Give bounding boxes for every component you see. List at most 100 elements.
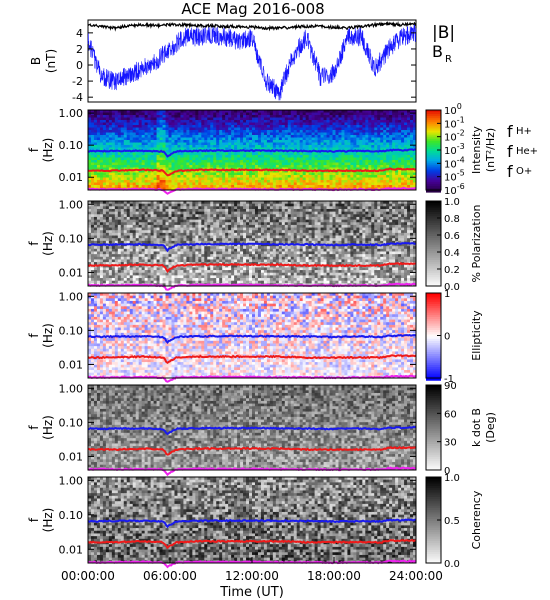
heatmap-cell <box>380 162 384 166</box>
heatmap-cell <box>305 112 310 116</box>
heatmap-cell <box>228 130 232 133</box>
heatmap-cell <box>117 175 122 178</box>
heatmap-cell <box>186 264 190 268</box>
heatmap-cell <box>114 162 119 166</box>
heatmap-cell <box>192 256 196 260</box>
heatmap-cell <box>138 270 143 274</box>
heatmap-cell <box>207 142 211 146</box>
heatmap-cell <box>257 160 262 163</box>
heatmap-cell <box>254 137 259 141</box>
heatmap-cell <box>234 127 238 131</box>
heatmap-cell <box>99 130 104 133</box>
heatmap-cell <box>138 152 143 156</box>
heatmap-cell <box>260 142 265 146</box>
heatmap-cell <box>195 162 199 166</box>
heatmap-cell <box>207 243 211 247</box>
heatmap-cell <box>389 137 393 141</box>
heatmap-cell <box>168 222 172 226</box>
heatmap-cell <box>177 145 181 148</box>
heatmap-cell <box>129 256 134 260</box>
heatmap-cell <box>269 122 274 126</box>
heatmap-cell <box>96 125 101 128</box>
heatmap-cell <box>344 140 348 143</box>
heatmap-cell <box>132 275 137 279</box>
heatmap-cell <box>168 240 172 244</box>
heatmap-cell <box>326 147 330 151</box>
heatmap-cell <box>126 201 131 205</box>
heatmap-cell <box>195 227 199 231</box>
heatmap-cell <box>257 180 262 183</box>
heatmap-cell <box>189 208 193 213</box>
heatmap-cell <box>201 224 205 228</box>
heatmap-cell <box>210 248 214 252</box>
heatmap-cell <box>323 162 327 166</box>
heatmap-cell <box>90 137 95 141</box>
heatmap-cell <box>284 147 289 151</box>
heatmap-cell <box>401 140 405 143</box>
heatmap-cell <box>222 160 226 163</box>
heatmap-cell <box>362 182 366 186</box>
heatmap-cell <box>269 127 274 131</box>
heatmap-cell <box>374 165 378 168</box>
heatmap-cell <box>407 127 411 131</box>
heatmap-cell <box>102 214 107 218</box>
heatmap-cell <box>88 162 92 166</box>
heatmap-cell <box>123 165 128 168</box>
heatmap-cell <box>380 167 384 171</box>
heatmap-cell <box>329 167 333 171</box>
heatmap-cell <box>198 185 202 188</box>
heatmap-cell <box>204 201 208 205</box>
heatmap-cell <box>216 130 220 133</box>
heatmap-cell <box>168 275 172 279</box>
heatmap-cell <box>359 147 363 151</box>
heatmap-cell <box>168 224 172 228</box>
heatmap-cell <box>284 165 289 168</box>
heatmap-cell <box>135 275 140 279</box>
heatmap-cell <box>350 140 354 143</box>
heatmap-cell <box>344 125 348 128</box>
heatmap-cell <box>120 130 125 133</box>
heatmap-cell <box>293 157 298 161</box>
heatmap-cell <box>347 130 351 133</box>
heatmap-cell <box>204 165 208 168</box>
heatmap-cell <box>213 227 217 231</box>
heatmap-cell <box>90 224 95 228</box>
heatmap-cell <box>186 112 190 116</box>
heatmap-cell <box>129 147 134 151</box>
heatmap-cell <box>365 175 369 178</box>
heatmap-cell <box>102 120 107 123</box>
heatmap-cell <box>93 201 98 205</box>
heatmap-cell <box>302 137 307 141</box>
heatmap-cell <box>135 238 140 242</box>
heatmap-cell <box>374 140 378 143</box>
heatmap-cell <box>252 112 256 116</box>
heatmap-cell <box>186 140 190 143</box>
heatmap-cell <box>195 278 199 282</box>
heatmap-cell <box>302 122 307 126</box>
heatmap-cell <box>222 120 226 123</box>
heatmap-cell <box>153 177 157 181</box>
heatmap-cell <box>249 160 253 163</box>
heatmap-cell <box>168 180 172 183</box>
heatmap-cell <box>195 110 199 113</box>
heatmap-cell <box>183 270 187 274</box>
heatmap-cell <box>153 222 157 226</box>
heatmap-cell <box>99 147 104 151</box>
heatmap-cell <box>88 152 92 156</box>
heatmap-cell <box>165 147 169 151</box>
heatmap-cell <box>126 259 131 263</box>
heatmap-cell <box>102 142 107 146</box>
heatmap-cell <box>186 162 190 166</box>
heatmap-cell <box>240 160 244 163</box>
heatmap-cell <box>314 172 318 176</box>
heatmap-cell <box>254 157 259 161</box>
heatmap-cell <box>266 135 271 138</box>
heatmap-cell <box>320 177 324 181</box>
heatmap-cell <box>132 211 137 215</box>
heatmap-cell <box>413 140 417 143</box>
heatmap-cell <box>263 175 268 178</box>
heatmap-cell <box>210 160 214 163</box>
heatmap-cell <box>135 216 140 220</box>
heatmap-cell <box>395 137 399 141</box>
heatmap-cell <box>132 120 137 123</box>
